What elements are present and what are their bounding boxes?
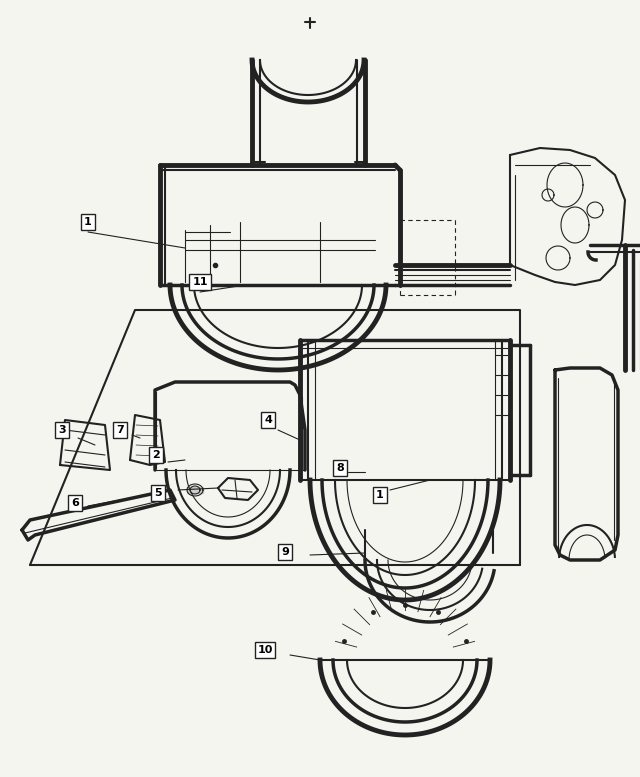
- Text: 1: 1: [376, 490, 384, 500]
- Text: 4: 4: [264, 415, 272, 425]
- Text: 11: 11: [192, 277, 208, 287]
- Text: 5: 5: [154, 488, 162, 498]
- Text: 7: 7: [116, 425, 124, 435]
- Text: 9: 9: [281, 547, 289, 557]
- Text: 1: 1: [84, 217, 92, 227]
- Text: 8: 8: [336, 463, 344, 473]
- Text: 2: 2: [152, 450, 160, 460]
- Text: 3: 3: [58, 425, 66, 435]
- Text: 6: 6: [71, 498, 79, 508]
- Text: 10: 10: [257, 645, 273, 655]
